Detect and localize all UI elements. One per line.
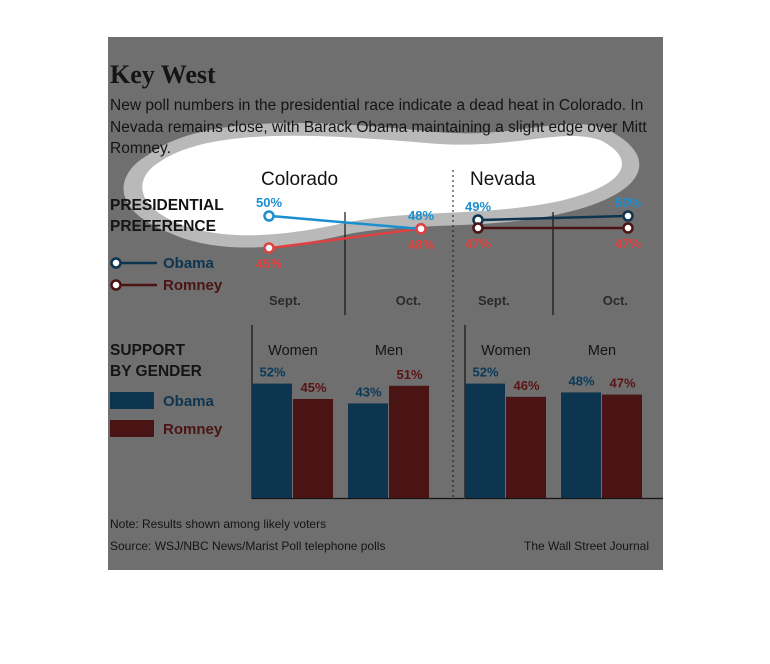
legend-marker-romney — [110, 279, 122, 291]
highlight-cloud — [142, 135, 622, 236]
point-romney — [263, 242, 275, 254]
chart-subtitle: New poll numbers in the presidential rac… — [110, 97, 647, 157]
x-tick-oct: Oct. — [603, 293, 628, 308]
section-label-gender: BY GENDER — [110, 363, 202, 380]
bar-label-romney-men: 51% — [396, 367, 422, 382]
legend-swatch-romney — [110, 420, 154, 437]
category-label-women: Women — [268, 343, 318, 359]
data-label-romney: 47% — [465, 236, 491, 251]
series-line-romney — [270, 227, 420, 250]
data-label-obama: 50% — [615, 195, 641, 210]
bar-obama-men — [348, 403, 388, 498]
section-label-preference: PRESIDENTIAL — [110, 197, 224, 214]
data-label-obama: 48% — [408, 208, 434, 223]
chart-card: PRESIDENTIAL PREFERENCE SUPPORT BY GENDER Ob… — [108, 37, 663, 570]
legend-swatch-obama — [110, 392, 154, 409]
chart-source: Source: WSJ/NBC News/Marist Poll telepho… — [110, 539, 386, 553]
x-tick-sept: Sept. — [269, 293, 301, 308]
bar-obama-men — [561, 392, 601, 498]
legend-label-obama: Obama — [163, 255, 215, 272]
bar-label-romney-women: 46% — [513, 378, 539, 393]
series-line-obama — [270, 214, 420, 231]
data-label-obama: 50% — [256, 195, 282, 210]
data-label-obama: 49% — [465, 199, 491, 214]
line-chart-title-colorado: Colorado — [261, 169, 338, 190]
legend-bar-label-obama: Obama — [163, 393, 215, 410]
section-label-gender: SUPPORT — [110, 342, 185, 359]
point-obama — [263, 210, 275, 222]
chart-canvas: PRESIDENTIAL PREFERENCE SUPPORT BY GENDER Ob… — [110, 123, 663, 500]
bar-romney-men — [389, 385, 429, 498]
category-label-women: Women — [481, 343, 531, 359]
bar-label-obama-women: 52% — [259, 365, 285, 380]
point-romney — [415, 223, 427, 235]
chart-credit: The Wall Street Journal — [524, 539, 649, 553]
bar-label-obama-men: 43% — [355, 384, 381, 399]
category-label-men: Men — [588, 343, 616, 359]
chart-marks: 50% 48% 45% 48% 49% 50% 47% 47% 52% 45% 43% 51% 52% 4… — [252, 195, 642, 498]
legend-label-romney: Romney — [163, 277, 223, 294]
bar-obama-women — [465, 383, 505, 498]
chart-title: Key West — [110, 60, 216, 89]
bar-label-romney-men: 47% — [609, 376, 635, 391]
data-label-romney: 48% — [408, 237, 434, 252]
legend-bar-label-romney: Romney — [163, 421, 223, 438]
series-line-obama — [479, 214, 627, 222]
legend-marker-obama — [110, 257, 122, 269]
section-label-preference: PREFERENCE — [110, 218, 216, 235]
bar-obama-women — [252, 383, 292, 498]
bar-label-obama-women: 52% — [472, 365, 498, 380]
category-label-men: Men — [375, 343, 403, 359]
line-chart-title-nevada: Nevada — [470, 169, 536, 190]
chart-decor: PRESIDENTIAL PREFERENCE SUPPORT BY GENDER Ob… — [110, 169, 663, 500]
bar-romney-men — [602, 394, 642, 498]
bar-romney-women — [293, 399, 333, 498]
point-romney — [622, 222, 634, 234]
x-tick-oct: Oct. — [396, 293, 421, 308]
x-tick-sept: Sept. — [478, 293, 510, 308]
point-romney — [472, 222, 484, 234]
chart-note: Note: Results shown among likely voters — [110, 517, 327, 531]
data-label-romney: 47% — [615, 236, 641, 251]
point-obama — [622, 210, 634, 222]
data-label-romney: 45% — [256, 256, 282, 271]
bar-label-romney-women: 45% — [300, 380, 326, 395]
bar-romney-women — [506, 396, 546, 498]
bar-label-obama-men: 48% — [568, 373, 594, 388]
